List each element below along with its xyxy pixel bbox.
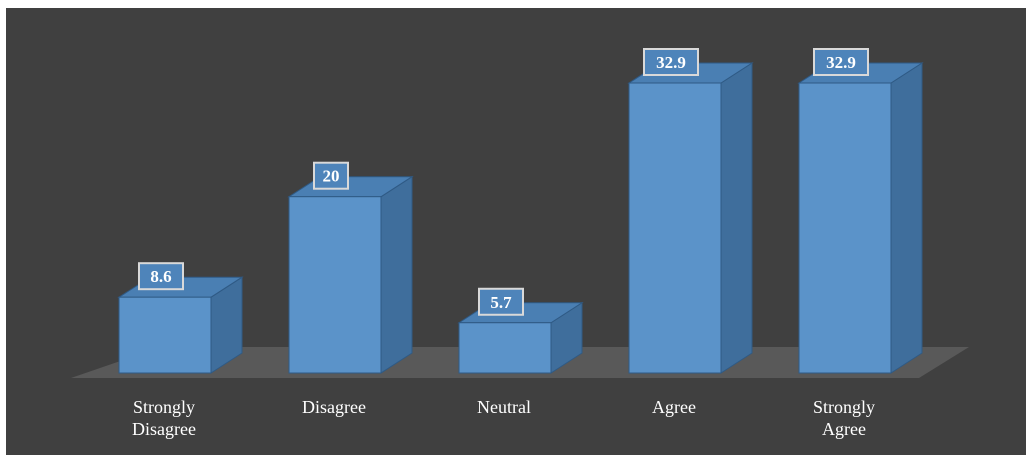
data-label-text: 20 — [323, 167, 340, 186]
data-label-2: 20 — [313, 161, 349, 190]
data-label-box — [643, 48, 699, 76]
bar-side — [720, 62, 753, 374]
data-label-box — [478, 287, 524, 316]
category-label-5: Strongly Agree — [813, 397, 875, 439]
bar-5 — [797, 62, 924, 374]
category-label-line: Strongly — [133, 397, 195, 417]
data-label-text: 8.6 — [150, 267, 171, 286]
bar-front — [798, 82, 892, 374]
category-label-line: Strongly — [813, 397, 875, 417]
category-label-2: Disagree — [302, 397, 366, 417]
bar-front — [118, 296, 212, 374]
data-label-5: 32.9 — [813, 48, 869, 76]
data-label-text: 32.9 — [656, 53, 686, 72]
category-label-line: Disagree — [302, 397, 366, 417]
bar-side — [890, 62, 923, 374]
bar-side — [380, 175, 413, 374]
bar-4 — [627, 62, 754, 374]
data-label-3: 5.7 — [478, 287, 524, 316]
bar-1 — [117, 276, 244, 374]
category-label-line: Agree — [822, 419, 866, 439]
data-label-box — [138, 262, 184, 291]
data-label-text: 5.7 — [490, 293, 512, 312]
bar-front — [288, 196, 382, 374]
data-label-4: 32.9 — [643, 48, 699, 76]
bar-front — [458, 322, 552, 374]
category-label-line: Disagree — [132, 419, 196, 439]
category-label-4: Agree — [652, 397, 696, 417]
bar-2 — [287, 175, 414, 374]
data-label-box — [813, 48, 869, 76]
data-label-text: 32.9 — [826, 53, 856, 72]
category-label-line: Agree — [652, 397, 696, 417]
bar-front — [628, 82, 722, 374]
data-label-box — [313, 161, 349, 190]
category-label-3: Neutral — [477, 397, 531, 417]
data-label-1: 8.6 — [138, 262, 184, 291]
chart-frame: 8.6 20 5.7 32.9 32.9 Strongly Disagree Disagre… — [6, 8, 1026, 455]
category-label-line: Neutral — [477, 397, 531, 417]
category-label-1: Strongly Disagree — [132, 397, 196, 439]
